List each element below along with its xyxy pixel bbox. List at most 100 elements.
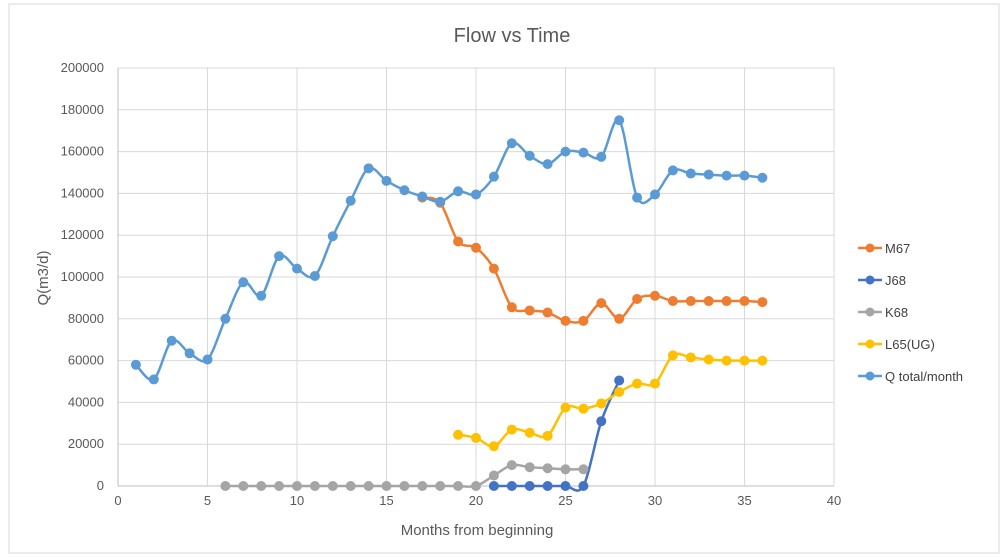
legend-swatch-marker <box>865 307 875 317</box>
data-point-m67 <box>488 263 499 274</box>
data-point-k68 <box>471 481 481 491</box>
data-point-q-total-month <box>130 359 141 370</box>
gridlines <box>118 67 835 486</box>
legend-entry-m67: M67 <box>858 241 910 256</box>
legend-swatch-marker <box>865 371 875 381</box>
data-point-l65-ug <box>560 402 571 413</box>
chart-area-border <box>8 3 1000 554</box>
data-point-q-total-month <box>148 374 159 385</box>
data-point-k68 <box>488 470 499 481</box>
data-point-m67 <box>632 293 643 304</box>
data-point-l65-ug <box>739 355 750 366</box>
data-point-m67 <box>453 236 464 247</box>
data-point-k68 <box>435 481 446 491</box>
data-point-q-total-month <box>274 251 285 262</box>
data-point-m67 <box>721 296 732 307</box>
data-point-q-total-month <box>381 175 392 186</box>
series-lines <box>130 115 768 492</box>
data-point-j68 <box>506 481 517 491</box>
axes: 0 20000 40000 60000 80000 100000 120000 140000 1… <box>61 60 842 508</box>
y-tick-label: 40000 <box>68 394 104 409</box>
legend-label: J68 <box>885 273 906 288</box>
data-point-q-total-month <box>453 186 464 197</box>
data-point-k68 <box>524 462 535 473</box>
data-point-q-total-month <box>471 189 481 200</box>
legend-label: Q total/month <box>885 369 963 384</box>
legend-label: L65(UG) <box>885 337 935 352</box>
data-point-q-total-month <box>238 277 249 288</box>
y-tick-label: 200000 <box>61 60 104 75</box>
data-point-l65-ug <box>453 429 464 440</box>
data-point-q-total-month <box>650 189 660 200</box>
data-point-q-total-month <box>596 151 607 162</box>
data-point-m67 <box>506 302 517 313</box>
data-point-q-total-month <box>256 290 267 301</box>
data-point-k68 <box>363 481 374 491</box>
data-point-k68 <box>578 464 589 475</box>
y-tick-label: 180000 <box>61 102 104 117</box>
data-point-j68 <box>488 481 499 491</box>
data-point-m67 <box>471 242 481 253</box>
data-point-j68 <box>524 481 535 491</box>
data-point-l65-ug <box>703 354 714 365</box>
x-tick-label: 25 <box>558 493 572 508</box>
data-point-k68 <box>309 481 320 491</box>
data-point-m67 <box>596 298 607 309</box>
x-tick-label: 35 <box>737 493 751 508</box>
data-point-m67 <box>757 297 768 308</box>
data-point-m67 <box>542 307 553 318</box>
data-point-q-total-month <box>560 146 571 157</box>
data-point-k68 <box>560 464 571 475</box>
data-point-m67 <box>524 305 535 316</box>
x-tick-label: 5 <box>204 493 211 508</box>
data-point-q-total-month <box>488 171 499 182</box>
data-point-q-total-month <box>721 170 732 181</box>
chart-title: Flow vs Time <box>454 25 571 47</box>
data-point-q-total-month <box>184 348 195 359</box>
data-point-m67 <box>667 296 678 307</box>
data-point-m67 <box>560 315 571 326</box>
data-point-l65-ug <box>614 386 625 397</box>
data-point-m67 <box>614 313 625 324</box>
y-tick-label: 140000 <box>61 185 104 200</box>
series-l65-ug <box>453 350 768 452</box>
data-point-q-total-month <box>632 192 643 203</box>
data-point-q-total-month <box>309 270 320 281</box>
y-tick-label: 80000 <box>68 311 104 326</box>
data-point-l65-ug <box>650 378 660 389</box>
legend-label: M67 <box>885 241 910 256</box>
y-tick-label: 100000 <box>61 269 104 284</box>
data-point-k68 <box>542 463 553 474</box>
data-point-l65-ug <box>667 350 678 361</box>
data-point-l65-ug <box>757 355 768 366</box>
x-tick-label: 15 <box>379 493 393 508</box>
data-point-q-total-month <box>327 231 338 242</box>
legend-entry-k68: K68 <box>858 305 908 320</box>
data-point-l65-ug <box>632 378 643 389</box>
data-point-k68 <box>399 481 410 491</box>
data-point-l65-ug <box>578 403 589 414</box>
data-point-q-total-month <box>667 165 678 176</box>
series-k68 <box>220 460 589 491</box>
data-point-k68 <box>238 481 249 491</box>
legend-swatch-marker <box>865 339 875 349</box>
y-tick-label: 120000 <box>61 227 104 242</box>
data-point-k68 <box>256 481 267 491</box>
x-axis-title: Months from beginning <box>401 522 554 539</box>
data-point-k68 <box>381 481 392 491</box>
data-point-k68 <box>417 481 428 491</box>
data-point-k68 <box>274 481 285 491</box>
legend-swatch-marker <box>865 243 875 253</box>
y-axis-title: Q(m3/d) <box>35 250 52 305</box>
data-point-j68 <box>596 416 607 427</box>
data-point-k68 <box>292 481 302 491</box>
data-point-k68 <box>327 481 338 491</box>
data-point-l65-ug <box>542 430 553 441</box>
data-point-l65-ug <box>596 398 607 409</box>
y-tick-label: 60000 <box>68 353 104 368</box>
data-point-k68 <box>345 481 356 491</box>
data-point-q-total-month <box>685 168 696 179</box>
data-point-q-total-month <box>166 335 177 346</box>
data-point-q-total-month <box>292 263 302 274</box>
data-point-l65-ug <box>524 427 535 438</box>
